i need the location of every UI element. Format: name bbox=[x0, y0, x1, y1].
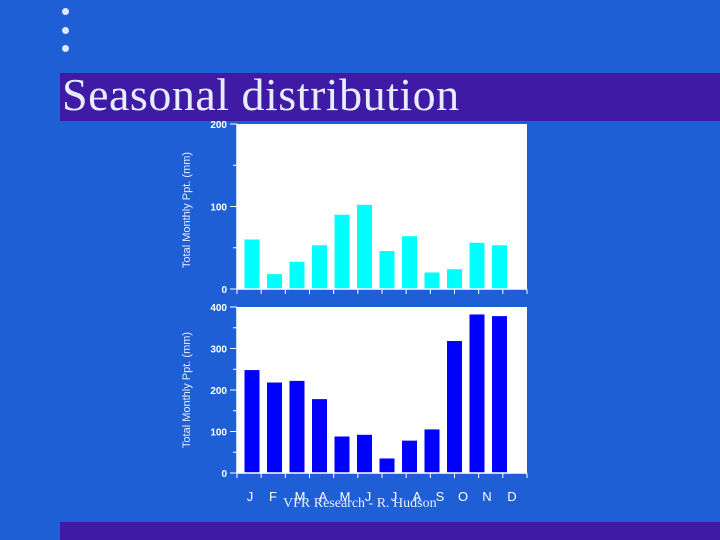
bar bbox=[492, 316, 507, 473]
bar bbox=[447, 269, 462, 289]
bullet-dot bbox=[62, 27, 69, 34]
x-tick-label: A bbox=[319, 489, 328, 504]
bar bbox=[312, 245, 327, 289]
x-tick-label: N bbox=[482, 489, 491, 504]
x-tick-label: F bbox=[269, 489, 277, 504]
y-tick-label: 300 bbox=[210, 345, 227, 356]
y-tick-label: 100 bbox=[210, 203, 227, 214]
bar bbox=[334, 214, 350, 289]
slide-title: Seasonal distribution bbox=[62, 69, 460, 120]
bullet-dot bbox=[62, 45, 69, 52]
bar bbox=[379, 251, 395, 289]
bar bbox=[469, 242, 485, 289]
bar bbox=[289, 380, 305, 473]
bar bbox=[492, 245, 507, 289]
bar bbox=[379, 458, 395, 473]
bar bbox=[357, 204, 372, 289]
y-tick-label: 0 bbox=[221, 285, 227, 296]
chart-title: Russell Creek bbox=[293, 327, 387, 344]
bar bbox=[244, 239, 260, 289]
bar bbox=[424, 429, 440, 473]
footer-credit: VFR Research - R. Hudson bbox=[283, 496, 437, 511]
bar bbox=[267, 274, 282, 289]
chart-upper-penticton: 0 100 200 Upper Penticton Creek Total Monthl… bbox=[181, 120, 528, 296]
bar bbox=[289, 261, 305, 289]
bar bbox=[469, 314, 485, 473]
bar bbox=[357, 434, 372, 473]
chart-russell-creek: 0 100 200 300 400 Russell Creek Total Monthly … bbox=[181, 303, 528, 480]
x-tick-label: J bbox=[365, 489, 372, 504]
title-bar bbox=[60, 73, 720, 121]
x-tick-label: M bbox=[340, 489, 351, 504]
bar bbox=[424, 272, 440, 289]
y-tick-label: 200 bbox=[210, 120, 227, 131]
chart-title: Upper Penticton Creek bbox=[284, 165, 436, 182]
x-tick-label: J bbox=[391, 489, 398, 504]
y-tick-label: 0 bbox=[221, 469, 227, 480]
bar bbox=[402, 236, 417, 289]
bar bbox=[334, 436, 350, 473]
bar bbox=[267, 382, 282, 473]
x-tick-label: J bbox=[247, 489, 254, 504]
x-tick-label: D bbox=[507, 489, 516, 504]
x-tick-label: O bbox=[458, 489, 468, 504]
y-axis-label: Total Monthly Ppt. (mm) bbox=[181, 332, 193, 448]
bottom-bar bbox=[60, 522, 720, 540]
y-tick-label: 100 bbox=[210, 428, 227, 439]
bar bbox=[312, 399, 327, 473]
x-tick-label: A bbox=[413, 489, 422, 504]
x-tick-label: M bbox=[295, 489, 306, 504]
y-axis-label: Total Monthly Ppt. (mm) bbox=[181, 152, 193, 268]
bar bbox=[402, 440, 417, 473]
y-tick-label: 400 bbox=[210, 303, 227, 314]
bar bbox=[244, 370, 260, 473]
bar bbox=[447, 341, 462, 473]
bullet-dot bbox=[62, 8, 69, 15]
x-tick-label: S bbox=[436, 489, 445, 504]
y-tick-label: 200 bbox=[210, 386, 227, 397]
